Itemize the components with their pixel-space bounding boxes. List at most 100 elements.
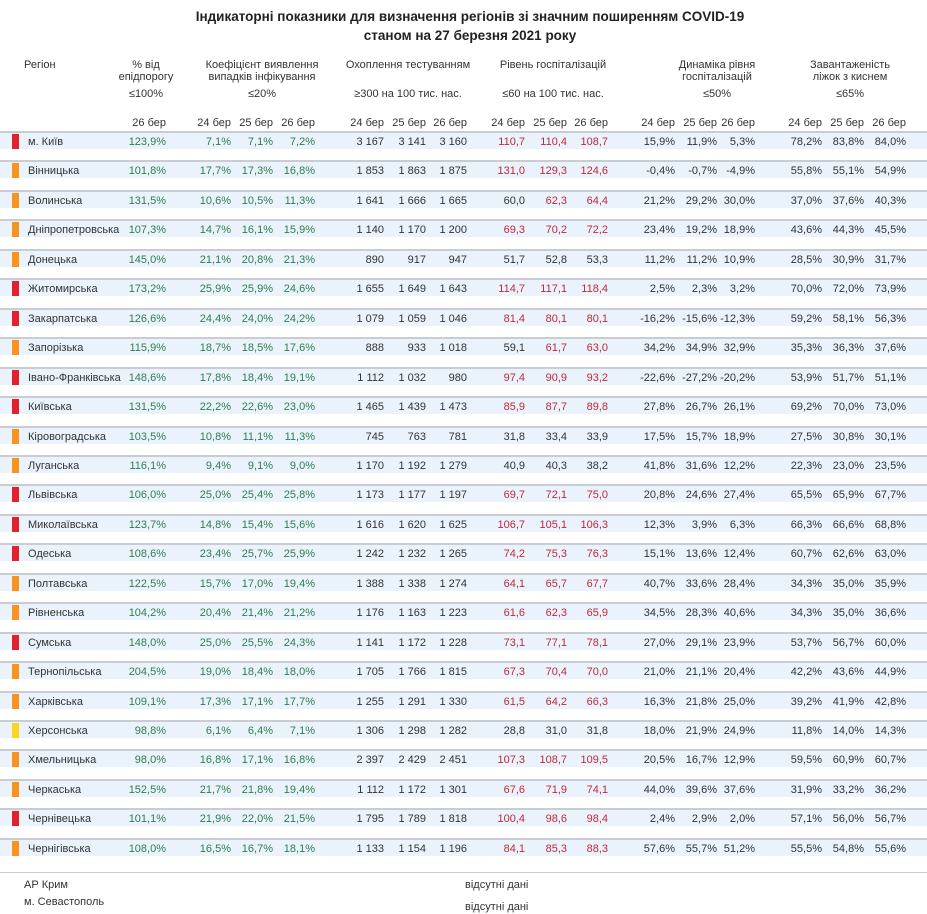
cell-test: 1 655 (356, 283, 384, 296)
region-name: Дніпропетровська (28, 224, 120, 237)
cell-beds: 23,5% (874, 459, 906, 472)
cell-epid: 126,6% (128, 312, 166, 325)
cell-beds: 73,0% (874, 401, 906, 414)
cell-hosp: 65,9 (586, 607, 608, 620)
cell-coef: 21,8% (241, 783, 273, 796)
cell-hosp: 81,4 (503, 312, 525, 325)
cell-beds: 68,8% (874, 518, 906, 531)
cell-beds: 55,6% (874, 842, 906, 855)
cell-hosp: 74,1 (586, 783, 608, 796)
header-dyn-date: 25 бер (683, 117, 717, 129)
cell-dyn: 19,2% (685, 224, 717, 237)
cell-dyn: 21,2% (643, 194, 675, 207)
cell-epid: 108,0% (128, 842, 166, 855)
cell-beds: 30,8% (832, 430, 864, 443)
cell-test: 2 397 (356, 754, 384, 767)
cell-dyn: -16,2% (640, 312, 675, 325)
row-band (0, 454, 927, 473)
cell-dyn: 25,0% (723, 695, 755, 708)
cell-coef: 25,4% (241, 489, 273, 502)
cell-hosp: 90,9 (545, 371, 567, 384)
cell-beds: 65,5% (790, 489, 822, 502)
row-band (0, 484, 927, 503)
table-row: Херсонська 98,8% 6,1% 6,4% 7,1% 1 306 1 298 1 2… (0, 720, 927, 750)
cell-hosp: 62,3 (545, 607, 567, 620)
risk-level-marker (12, 281, 19, 297)
cell-test: 2 451 (439, 754, 467, 767)
row-band (0, 602, 927, 621)
cell-test: 1 620 (398, 518, 426, 531)
cell-epid: 145,0% (128, 253, 166, 266)
cell-hosp: 65,7 (545, 577, 567, 590)
cell-dyn: 2,0% (729, 813, 755, 826)
region-name: Луганська (28, 459, 80, 472)
cell-hosp: 64,1 (503, 577, 525, 590)
header-epid-threshold: ≤100% (128, 88, 164, 100)
cell-hosp: 73,1 (503, 636, 525, 649)
cell-dyn: 44,0% (643, 783, 675, 796)
cell-beds: 55,1% (832, 165, 864, 178)
cell-beds: 55,8% (790, 165, 822, 178)
region-name: Чернівецька (28, 813, 92, 826)
cell-coef: 21,4% (241, 607, 273, 620)
missing-region-name: м. Севастополь (24, 896, 105, 908)
risk-level-marker (12, 192, 19, 208)
cell-test: 1 196 (439, 842, 467, 855)
cell-test: 1 666 (398, 194, 426, 207)
cell-hosp: 66,3 (586, 695, 608, 708)
cell-coef: 10,6% (199, 194, 231, 207)
header-test-date: 26 бер (433, 117, 467, 129)
risk-level-marker (12, 163, 19, 179)
header-hosp-date: 26 бер (574, 117, 608, 129)
cell-coef: 19,4% (283, 783, 315, 796)
cell-beds: 59,5% (790, 754, 822, 767)
cell-test: 1 140 (356, 224, 384, 237)
cell-hosp: 63,0 (586, 342, 608, 355)
cell-dyn: 24,6% (685, 489, 717, 502)
cell-coef: 9,0% (289, 459, 315, 472)
cell-coef: 18,5% (241, 342, 273, 355)
cell-epid: 148,0% (128, 636, 166, 649)
cell-coef: 16,1% (241, 224, 273, 237)
cell-hosp: 53,3 (586, 253, 608, 266)
cell-dyn: 18,0% (643, 725, 675, 737)
cell-coef: 24,4% (199, 312, 231, 325)
cell-test: 745 (365, 430, 384, 443)
cell-beds: 51,7% (832, 371, 864, 384)
cell-hosp: 76,3 (586, 548, 608, 561)
cell-test: 1 818 (439, 813, 467, 826)
cell-hosp: 105,1 (539, 518, 567, 531)
cell-dyn: 51,2% (723, 842, 755, 855)
cell-dyn: 5,3% (729, 136, 755, 148)
region-name: Івано-Франківська (28, 371, 121, 384)
header-dyn-label: Динаміка рівня (678, 59, 756, 71)
cell-coef: 17,1% (241, 754, 273, 767)
cell-dyn: 12,4% (723, 548, 755, 561)
cell-dyn: 29,1% (685, 636, 717, 649)
cell-test: 1 177 (398, 489, 426, 502)
cell-coef: 16,8% (283, 754, 315, 767)
cell-coef: 19,4% (283, 577, 315, 590)
cell-coef: 16,7% (241, 842, 273, 855)
cell-hosp: 61,5 (503, 695, 525, 708)
cell-coef: 9,1% (247, 459, 273, 472)
cell-coef: 23,0% (283, 401, 315, 414)
cell-dyn: 24,9% (723, 725, 755, 737)
cell-dyn: 15,7% (685, 430, 717, 443)
region-name: Волинська (28, 194, 83, 207)
cell-beds: 70,0% (832, 401, 864, 414)
cell-hosp: 70,4 (545, 666, 567, 679)
cell-hosp: 110,4 (540, 136, 567, 148)
cell-beds: 53,7% (790, 636, 822, 649)
header-coef-date: 24 бер (197, 117, 231, 129)
cell-beds: 66,3% (790, 518, 822, 531)
cell-dyn: -12,3% (720, 312, 755, 325)
cell-coef: 25,7% (241, 548, 273, 561)
header-region: Регіон (24, 59, 56, 71)
row-band (0, 749, 927, 768)
cell-test: 1 112 (357, 371, 384, 384)
cell-beds: 37,6% (874, 342, 906, 355)
cell-hosp: 69,7 (503, 489, 525, 502)
cell-test: 1 112 (357, 783, 384, 796)
cell-coef: 24,6% (283, 283, 315, 296)
